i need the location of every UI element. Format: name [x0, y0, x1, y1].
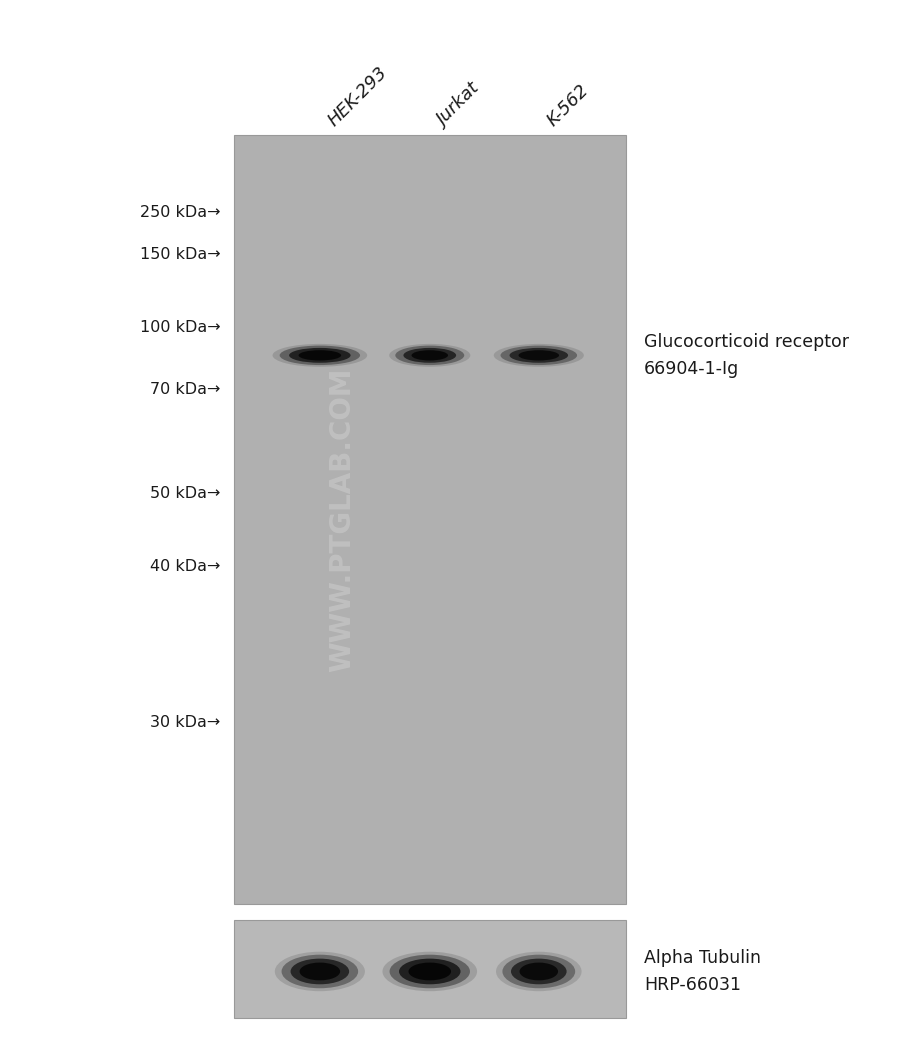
Ellipse shape — [404, 348, 456, 363]
Ellipse shape — [279, 346, 360, 365]
Text: WWW.PTGLAB.COM: WWW.PTGLAB.COM — [328, 367, 357, 672]
Ellipse shape — [272, 344, 368, 367]
Ellipse shape — [501, 346, 578, 365]
Ellipse shape — [281, 955, 358, 988]
Text: 30 kDa→: 30 kDa→ — [150, 715, 221, 729]
Text: 50 kDa→: 50 kDa→ — [150, 486, 221, 501]
Text: 40 kDa→: 40 kDa→ — [150, 559, 221, 574]
Text: 100 kDa→: 100 kDa→ — [141, 320, 221, 335]
Ellipse shape — [503, 955, 575, 988]
Ellipse shape — [519, 350, 559, 361]
Ellipse shape — [389, 344, 470, 367]
Ellipse shape — [389, 955, 470, 988]
Text: 150 kDa→: 150 kDa→ — [141, 247, 221, 262]
Ellipse shape — [412, 350, 448, 361]
Ellipse shape — [408, 962, 451, 981]
Ellipse shape — [382, 952, 478, 991]
Ellipse shape — [299, 962, 340, 981]
Text: Glucocorticoid receptor
66904-1-Ig: Glucocorticoid receptor 66904-1-Ig — [644, 334, 850, 377]
FancyBboxPatch shape — [234, 920, 626, 1018]
Ellipse shape — [290, 959, 350, 984]
Ellipse shape — [298, 350, 341, 361]
Ellipse shape — [289, 348, 350, 363]
FancyBboxPatch shape — [234, 135, 626, 904]
Ellipse shape — [510, 348, 569, 363]
Text: 70 kDa→: 70 kDa→ — [150, 382, 221, 397]
Text: Jurkat: Jurkat — [434, 80, 484, 130]
Ellipse shape — [494, 344, 584, 367]
Ellipse shape — [275, 952, 365, 991]
Text: HEK-293: HEK-293 — [324, 63, 391, 130]
Text: 250 kDa→: 250 kDa→ — [141, 206, 221, 220]
Ellipse shape — [396, 346, 464, 365]
Ellipse shape — [520, 962, 558, 981]
Ellipse shape — [511, 959, 567, 984]
Ellipse shape — [399, 959, 460, 984]
Text: Alpha Tubulin
HRP-66031: Alpha Tubulin HRP-66031 — [644, 950, 761, 993]
Ellipse shape — [496, 952, 582, 991]
Text: K-562: K-562 — [543, 81, 592, 130]
